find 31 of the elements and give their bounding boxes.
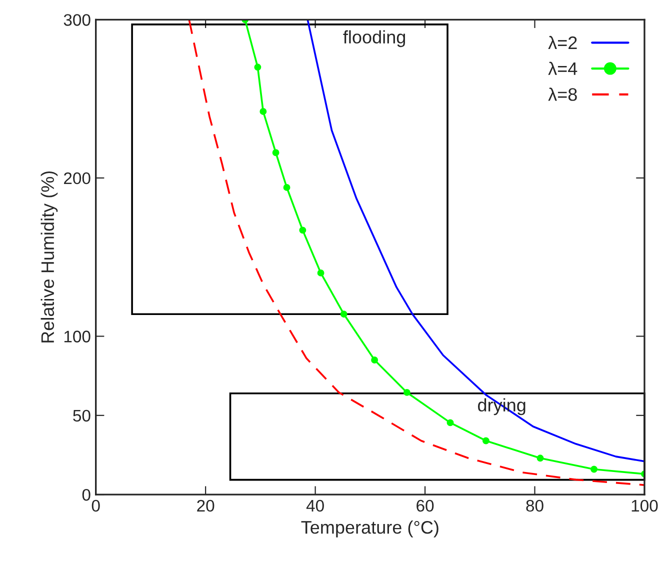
x-axis-title: Temperature (°C): [301, 520, 438, 538]
point: [371, 356, 378, 364]
point: [590, 466, 598, 473]
point: [317, 269, 324, 276]
point: [283, 184, 290, 191]
point: [482, 437, 490, 444]
y-tick-label: 100: [64, 330, 90, 342]
x-tick-label: 60: [416, 500, 434, 512]
point: [403, 388, 410, 396]
point: [272, 149, 280, 156]
legend-label: λ=2: [548, 36, 577, 50]
x-tick-label: 100: [632, 500, 658, 512]
y-tick-label: 50: [73, 410, 90, 422]
point: [299, 226, 306, 234]
point: [340, 310, 348, 318]
y-tick-label: 0: [82, 488, 90, 501]
point: [260, 108, 267, 115]
point: [254, 64, 262, 71]
legend-label: λ=4: [548, 62, 578, 75]
y-tick-label: 200: [64, 172, 90, 184]
legend-label: λ=8: [548, 88, 577, 101]
line-series: [306, 20, 644, 462]
point: [536, 454, 544, 462]
x-tick-label: 80: [526, 500, 544, 512]
x-tick-label: 40: [306, 500, 324, 512]
point: [446, 419, 454, 426]
x-tick-label: 0: [92, 500, 100, 512]
x-tick-label: 20: [197, 500, 214, 512]
annotation: flooding: [343, 30, 406, 48]
y-axis-title: Relative Humidity (%): [40, 171, 58, 342]
y-tick-label: 300: [64, 14, 90, 26]
